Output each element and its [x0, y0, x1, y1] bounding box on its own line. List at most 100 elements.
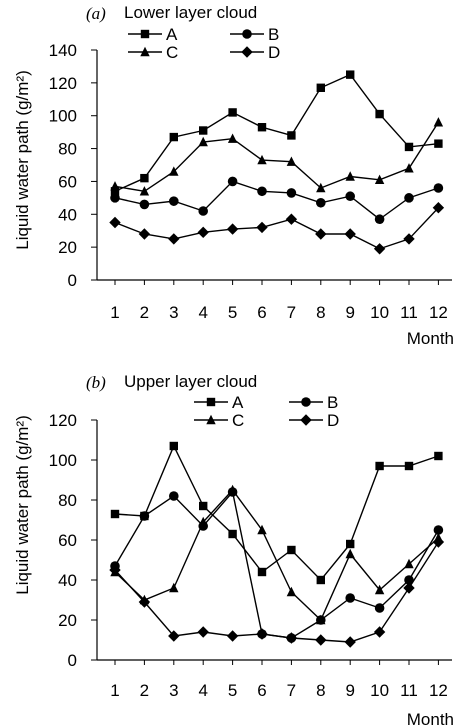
chart-b-legend: A B C D	[194, 393, 339, 430]
chart-b-y-tick-label: 20	[58, 611, 77, 630]
chart-b-x-axis-title: Month	[407, 710, 454, 727]
chart-a-series-c-point	[198, 136, 208, 147]
chart-b-y-tick-label: 80	[58, 491, 77, 510]
chart-a-series-a-point	[287, 131, 296, 140]
chart-a-series-a-point	[257, 123, 267, 132]
chart-a-x-tick-label: 3	[169, 303, 178, 322]
chart-a-legend-swatch-marker	[140, 46, 150, 57]
chart-a-series-d-point	[197, 226, 209, 239]
chart-b-x-tick-label: 1	[110, 681, 119, 700]
chart-a-series-a-point	[169, 132, 178, 142]
chart-b-series-d-point	[285, 632, 298, 644]
chart-b-legend-label-a: A	[232, 393, 244, 412]
chart-a-series-d-point	[109, 216, 121, 229]
chart-a-x-tick-label: 7	[287, 303, 296, 322]
chart-a-series-c	[110, 117, 444, 196]
chart-b-series-c-point	[169, 582, 179, 593]
chart-b-y-tick-label: 60	[58, 531, 77, 550]
chart-b-series-c-point	[286, 586, 297, 597]
chart-a-series-d-point	[168, 233, 180, 245]
chart-b-y-tick-label: 0	[68, 651, 77, 670]
chart-a-series-d-point	[226, 223, 239, 235]
chart-b-title: Upper layer cloud	[124, 372, 257, 391]
chart-b-series-d-line	[114, 541, 439, 643]
chart-a-series-b-point	[404, 193, 414, 203]
chart-a-legend-label-a: A	[166, 25, 178, 44]
chart-b-series-d-point	[432, 536, 445, 548]
chart-a-series-c-point	[110, 181, 120, 191]
chart-a-y-tick-label: 120	[49, 74, 77, 93]
chart-b-series-d-point	[256, 628, 268, 640]
chart-b-x-tick-label: 6	[257, 681, 266, 700]
chart-a-series-d-point	[315, 228, 327, 240]
chart-b-x-tick-label: 11	[400, 681, 418, 700]
chart-b-series-d-point	[197, 626, 209, 638]
chart-b-series-a-point	[316, 575, 325, 585]
chart-b-series-c-point	[257, 524, 267, 535]
chart-b-legend-item-a: A	[194, 393, 244, 412]
chart-a-y-tick-label: 20	[58, 238, 77, 257]
chart-a-series-a-point	[346, 70, 355, 79]
chart-a-series-d-point	[138, 228, 151, 240]
chart-b-legend-item-d: D	[289, 411, 339, 430]
chart-b-legend-item-b: B	[289, 393, 338, 412]
chart-a-series-c-point	[286, 156, 297, 166]
chart-a-legend-item-c: C	[128, 43, 178, 62]
chart-b-series-a-point	[375, 461, 384, 471]
chart-b-legend-label-d: D	[327, 411, 339, 430]
chart-b-series-d-point	[403, 582, 415, 594]
chart-b-y-axis-title: Liquid water path (g/m²)	[13, 415, 32, 595]
chart-a-series-a-point	[434, 139, 443, 148]
chart-a-x-tick-label: 4	[198, 303, 207, 322]
chart-a-series-a-line	[114, 73, 439, 192]
chart-b-series-a-point	[346, 539, 355, 549]
chart-a-series-b-point	[286, 188, 297, 198]
chart-b-x-tick-label: 8	[316, 681, 325, 700]
chart-b-series-d-point	[226, 630, 239, 642]
chart-b-series-d-point	[109, 564, 121, 576]
chart-a-series-d-line	[114, 207, 439, 250]
chart-a-series-b-point	[169, 196, 179, 206]
chart-a-series-b-point	[257, 186, 267, 197]
chart-b-series-b-point	[404, 575, 414, 585]
chart-b-x-tick-label: 5	[228, 681, 237, 700]
chart-a-series-c-point	[257, 154, 267, 165]
chart-a-legend-item-d: D	[230, 43, 280, 62]
chart-a-series-c-line	[114, 121, 439, 193]
chart-b-series-a-point	[404, 461, 414, 471]
chart-a-series-d-point	[285, 213, 298, 225]
chart-b-legend-label-c: C	[232, 411, 244, 430]
chart-a-series-a-point	[375, 109, 384, 119]
chart-a-series-d	[109, 202, 445, 255]
chart-a-series-b-line	[114, 180, 439, 221]
chart-b-panel-label: (b)	[86, 373, 106, 392]
chart-a-series-d-point	[344, 228, 356, 240]
chart-b-legend-swatch-marker	[300, 414, 312, 426]
chart-b-series-a-point	[257, 567, 267, 577]
chart-b-series-a-point	[169, 441, 178, 451]
chart-a-legend-label-c: C	[166, 43, 178, 62]
chart-b-series-b-point	[169, 491, 179, 501]
chart-b-x-tick-label: 10	[370, 681, 389, 700]
chart-a-y-axis-title: Liquid water path (g/m²)	[13, 70, 32, 250]
chart-b-y-tick-label: 40	[58, 571, 77, 590]
chart-a-series-b-point	[139, 199, 150, 210]
chart-a-y-tick-label: 100	[49, 107, 77, 126]
chart-a-legend-item-b: B	[230, 25, 279, 44]
chart-a-series-b-point	[198, 206, 208, 216]
chart-b-series-d-point	[315, 634, 327, 646]
chart-b-series-c-point	[345, 548, 355, 559]
chart-b-legend-swatch-marker	[206, 397, 216, 407]
chart-a-series-c-point	[139, 186, 150, 196]
chart-b-series-b-point	[433, 525, 444, 535]
chart-a-x-tick-label: 6	[257, 303, 266, 322]
chart-a-series-c-point	[374, 174, 385, 184]
chart-a-series-a	[110, 70, 443, 196]
chart-a-y-tick-label: 0	[68, 271, 77, 290]
chart-a-series-c-point	[169, 166, 179, 176]
chart-b-x-tick-label: 4	[198, 681, 207, 700]
chart-a-x-tick-label: 9	[345, 303, 354, 322]
chart-b-series-c-point	[374, 584, 385, 595]
chart-a-series-c-point	[345, 171, 355, 181]
